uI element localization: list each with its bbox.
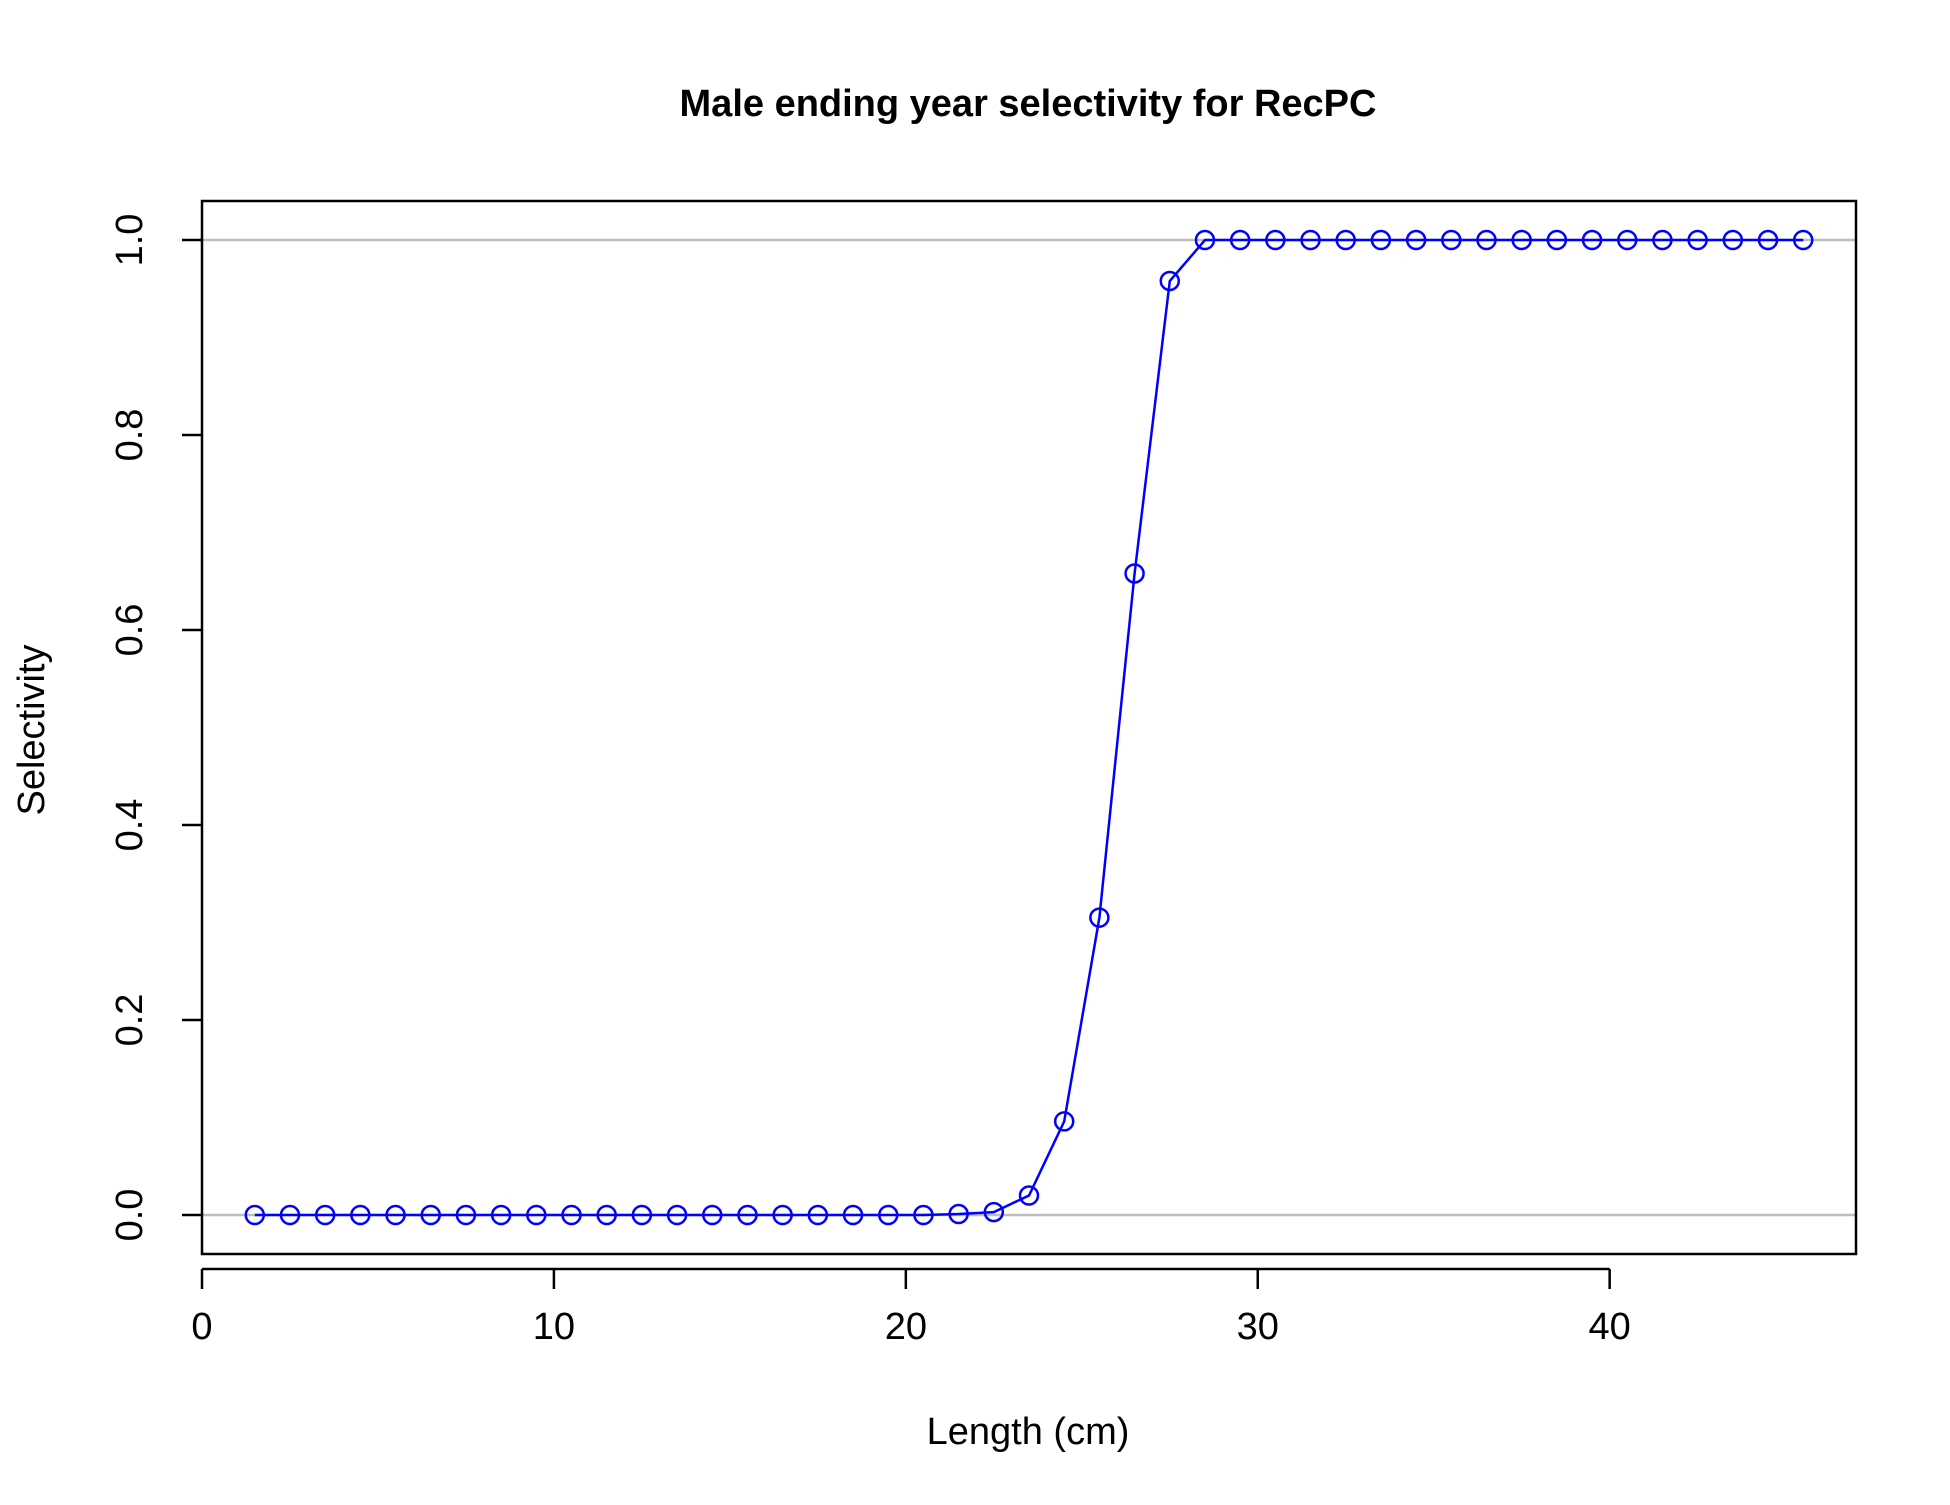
data-point	[1722, 229, 1744, 251]
data-point	[772, 1204, 793, 1226]
y-tick-label: 0.4	[109, 799, 151, 852]
data-point	[1581, 229, 1603, 251]
data-point	[1300, 229, 1321, 251]
x-axis-label: Length (cm)	[927, 1411, 1130, 1453]
data-point	[1335, 229, 1356, 251]
data-point	[1617, 229, 1638, 251]
x-tick-label: 30	[1237, 1306, 1279, 1348]
data-point	[314, 1204, 336, 1226]
data-point	[1757, 229, 1779, 251]
series-layer	[244, 229, 1814, 1226]
y-tick-label: 0.6	[109, 604, 151, 657]
data-point	[1405, 229, 1427, 251]
x-tick-label: 0	[191, 1306, 212, 1348]
reference-lines	[202, 238, 1856, 1217]
data-point	[526, 1204, 547, 1226]
x-tick-label: 20	[885, 1306, 927, 1348]
data-point	[350, 1204, 371, 1226]
x-axis: 0 10 20 30 40	[191, 1267, 1631, 1348]
data-point	[631, 1204, 653, 1226]
data-point	[1792, 229, 1814, 251]
data-point	[596, 1204, 617, 1226]
data-point	[1370, 229, 1392, 251]
data-point	[1089, 907, 1110, 928]
data-point	[490, 1204, 512, 1226]
data-point	[455, 1204, 477, 1226]
x-tick-label: 10	[533, 1306, 575, 1348]
data-point	[561, 1204, 582, 1226]
data-point	[702, 1204, 723, 1226]
data-point	[1124, 563, 1145, 584]
plot-frame	[200, 199, 1858, 1256]
data-point	[1159, 270, 1181, 292]
data-point	[420, 1204, 441, 1226]
chart-title: Male ending year selectivity for RecPC	[680, 83, 1377, 125]
data-point	[983, 1201, 1005, 1223]
data-point	[1652, 229, 1673, 251]
data-point	[1687, 229, 1708, 251]
data-point	[666, 1204, 688, 1226]
data-point	[1265, 229, 1286, 251]
data-point	[807, 1204, 829, 1226]
x-tick-label: 40	[1589, 1306, 1631, 1348]
y-axis: 0.0 0.2 0.4 0.6 0.8 1.0	[109, 214, 202, 1242]
y-tick-label: 0.2	[109, 994, 151, 1047]
y-axis-label: Selectivity	[11, 644, 53, 815]
data-point	[1229, 229, 1251, 251]
data-point	[279, 1204, 301, 1226]
data-point	[1441, 229, 1462, 251]
data-point	[1476, 229, 1497, 251]
y-tick-label: 0.8	[109, 409, 151, 462]
data-point	[737, 1204, 758, 1226]
data-point	[877, 1204, 899, 1226]
data-point	[948, 1203, 969, 1225]
data-point	[385, 1204, 406, 1226]
series-line	[254, 238, 1804, 1217]
data-point	[1018, 1185, 1040, 1206]
data-point	[1511, 229, 1532, 251]
data-point	[913, 1204, 934, 1226]
data-point	[1053, 1111, 1075, 1132]
y-tick-label: 1.0	[109, 214, 151, 267]
data-point	[842, 1204, 864, 1226]
y-tick-label: 0.0	[109, 1189, 151, 1242]
data-point	[244, 1204, 266, 1226]
data-point	[1546, 229, 1568, 251]
data-point	[1194, 229, 1216, 251]
